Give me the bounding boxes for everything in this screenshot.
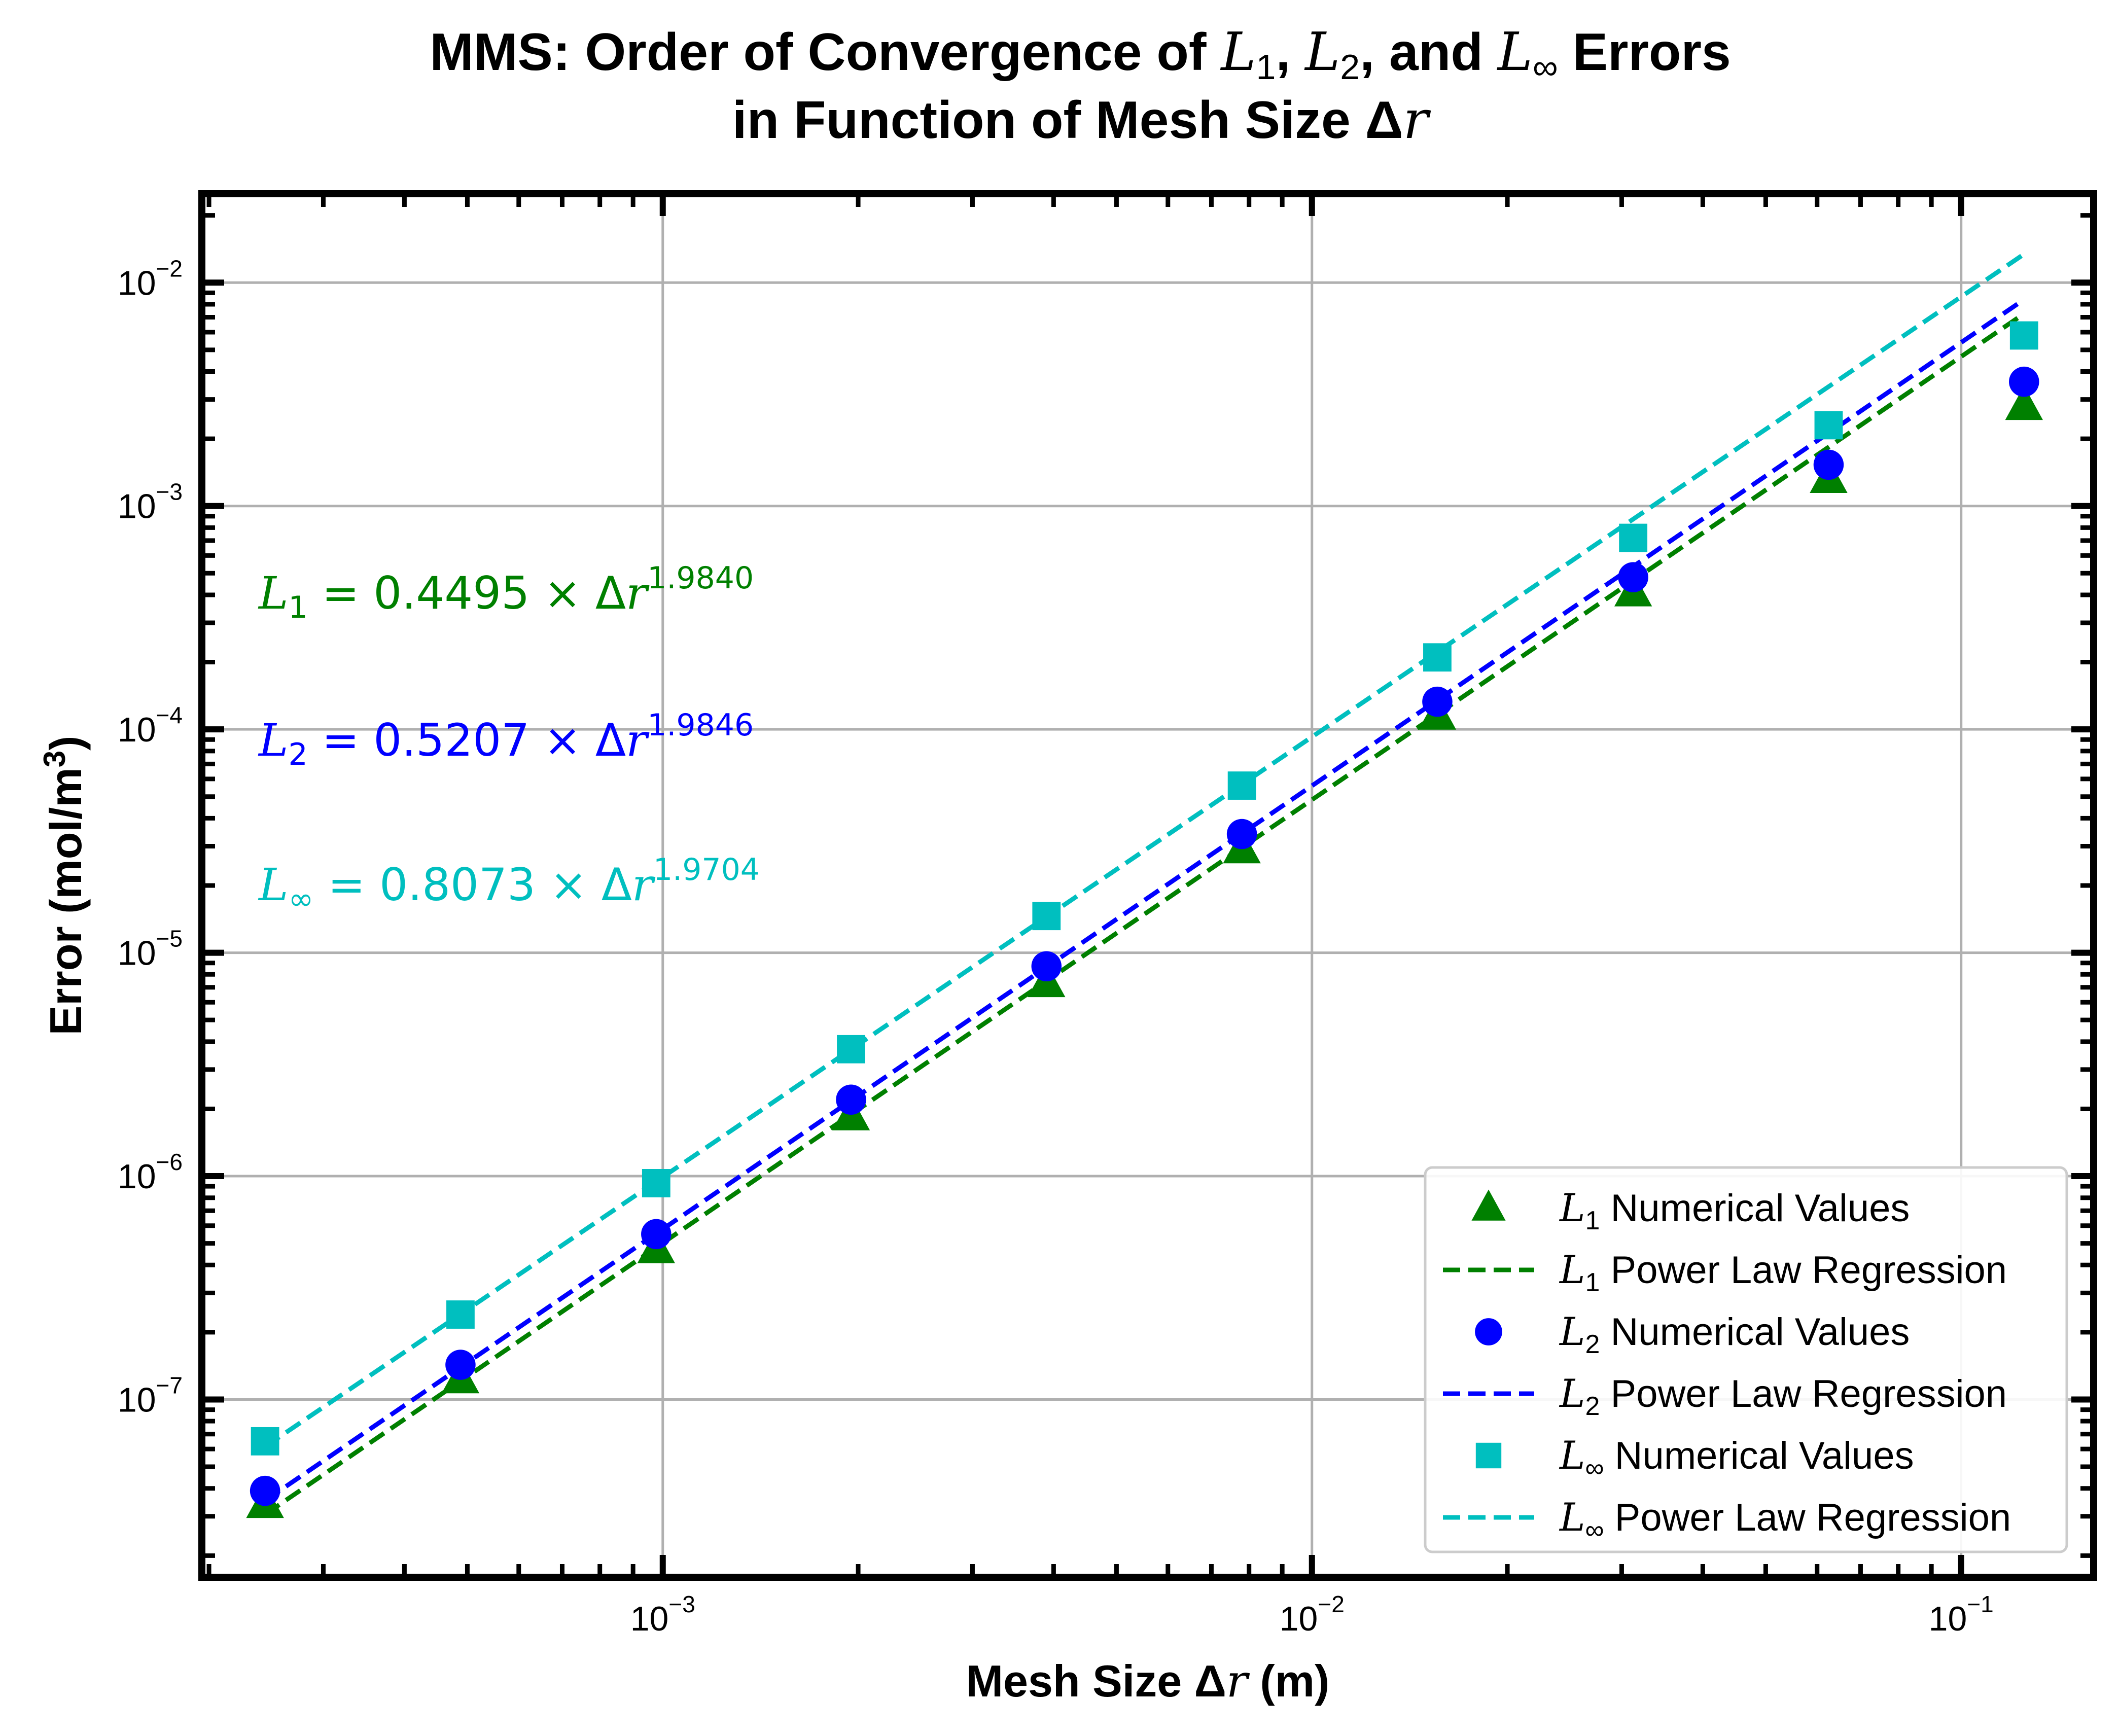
y-axis-label: Error (mol/m3): [38, 736, 91, 1036]
chart-title-line2: in Function of Mesh Size Δr: [732, 89, 1431, 151]
legend-label-2: L2 Numerical Values: [1559, 1309, 1910, 1359]
data-point-2: [1813, 449, 1844, 480]
data-point-3: [1814, 411, 1843, 440]
data-point-3: [2009, 321, 2038, 350]
legend-marker-1: [1471, 1189, 1506, 1221]
data-point-3: [251, 1427, 279, 1456]
data-point-2: [1618, 562, 1648, 592]
data-point-2: [1422, 686, 1453, 717]
data-point-3: [837, 1035, 865, 1064]
data-point-1: [2005, 385, 2043, 420]
data-point-2: [1226, 819, 1257, 849]
fit-equation-3: L∞ = 0.8073 × Δr1.9704: [258, 852, 760, 917]
data-point-2: [2009, 366, 2039, 397]
legend-marker-3: [1475, 1442, 1502, 1469]
legend-label-3: L∞ Numerical Values: [1559, 1433, 1914, 1483]
data-point-2: [836, 1084, 866, 1115]
chart-title-line1: MMS: Order of Convergence of L1, L2, and…: [430, 21, 1731, 87]
grid: [202, 194, 2094, 1577]
x-tick-label: 10−2: [1280, 1591, 1345, 1638]
y-tick-label: 10−4: [118, 702, 183, 749]
y-tick-label: 10−5: [118, 926, 183, 973]
legend-box: [1424, 1166, 2068, 1553]
y-tick-labels: 10−7 10−6 10−5 10−4 10−3 10−2: [118, 255, 183, 1419]
data-point-2: [1031, 951, 1062, 981]
x-tick-label: 10−3: [630, 1591, 695, 1638]
legend-label-1: L1 Power Law Regression: [1559, 1247, 2007, 1297]
x-axis-label: Mesh Size Δr (m): [966, 1655, 1330, 1707]
y-tick-label: 10−2: [118, 255, 183, 302]
y-tick-label: 10−3: [118, 479, 183, 526]
y-tick-label: 10−7: [118, 1372, 183, 1419]
y-tick-label: 10−6: [118, 1149, 183, 1196]
data-point-3: [446, 1300, 475, 1329]
legend-label-2: L2 Power Law Regression: [1559, 1371, 2007, 1421]
legend-label-3: L∞ Power Law Regression: [1559, 1495, 2011, 1545]
legend: L1 Numerical Values L1 Power Law Regressi…: [1424, 1166, 2068, 1553]
data-point-2: [641, 1219, 672, 1250]
fit-equation-1: L1 = 0.4495 × Δr1.9840: [258, 560, 754, 625]
x-tick-labels: 10−3 10−2 10−1: [630, 1591, 1994, 1638]
legend-label-1: L1 Numerical Values: [1559, 1185, 1910, 1235]
data-point-3: [1032, 902, 1061, 931]
data-point-3: [1619, 523, 1648, 552]
x-tick-label: 10−1: [1929, 1591, 1994, 1638]
fit-equations: L1 = 0.4495 × Δr1.9840 L2 = 0.5207 × Δr1.…: [258, 560, 760, 917]
data-point-3: [642, 1169, 670, 1197]
data-point-3: [1423, 643, 1452, 672]
data-points: [246, 321, 2043, 1518]
data-point-2: [445, 1350, 476, 1380]
data-point-3: [1227, 771, 1256, 800]
fit-equation-2: L2 = 0.5207 × Δr1.9846: [258, 707, 754, 772]
data-point-2: [250, 1475, 280, 1506]
legend-marker-2: [1475, 1318, 1502, 1345]
plot-frame: [198, 190, 2097, 1581]
